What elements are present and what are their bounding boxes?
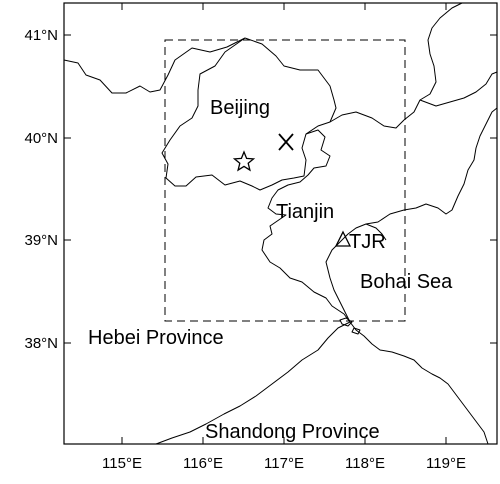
station-label: TJR xyxy=(349,231,386,253)
lon-label-117: 117°E xyxy=(264,455,304,472)
lat-label-39: 39°N xyxy=(24,232,58,249)
beijing-label: Beijing xyxy=(210,97,270,119)
star-marker-icon xyxy=(232,150,256,172)
lat-label-38: 38°N xyxy=(24,335,58,352)
bohai-north-coast xyxy=(329,2,463,129)
cross-marker-icon xyxy=(278,133,294,151)
hebei-north-border xyxy=(63,37,246,94)
lat-label-40: 40°N xyxy=(24,130,58,147)
liaoning-coast xyxy=(365,107,498,225)
coast-islands xyxy=(339,317,361,335)
map-frame xyxy=(63,2,498,445)
tianjin-north-border xyxy=(261,129,351,323)
lon-label-116: 116°E xyxy=(183,455,223,472)
study-domain-box xyxy=(164,39,406,322)
lon-label-119: 119°E xyxy=(426,455,466,472)
hebei-label: Hebei Province xyxy=(88,327,224,349)
tianjin-label: Tianjin xyxy=(276,201,334,223)
lat-label-41: 41°N xyxy=(24,27,58,44)
liaoning-east-border xyxy=(419,71,498,107)
shandong-label: Shandong Province xyxy=(205,421,380,443)
triangle-marker-icon xyxy=(334,230,352,247)
tianjin-coastline xyxy=(325,223,387,323)
lon-label-118: 118°E xyxy=(345,455,385,472)
lon-label-115: 115°E xyxy=(102,455,142,472)
bohai-sea-label: Bohai Sea xyxy=(360,271,453,293)
hebei-shandong-border xyxy=(155,321,351,445)
shandong-coast xyxy=(349,321,489,445)
beijing-border xyxy=(161,37,337,191)
